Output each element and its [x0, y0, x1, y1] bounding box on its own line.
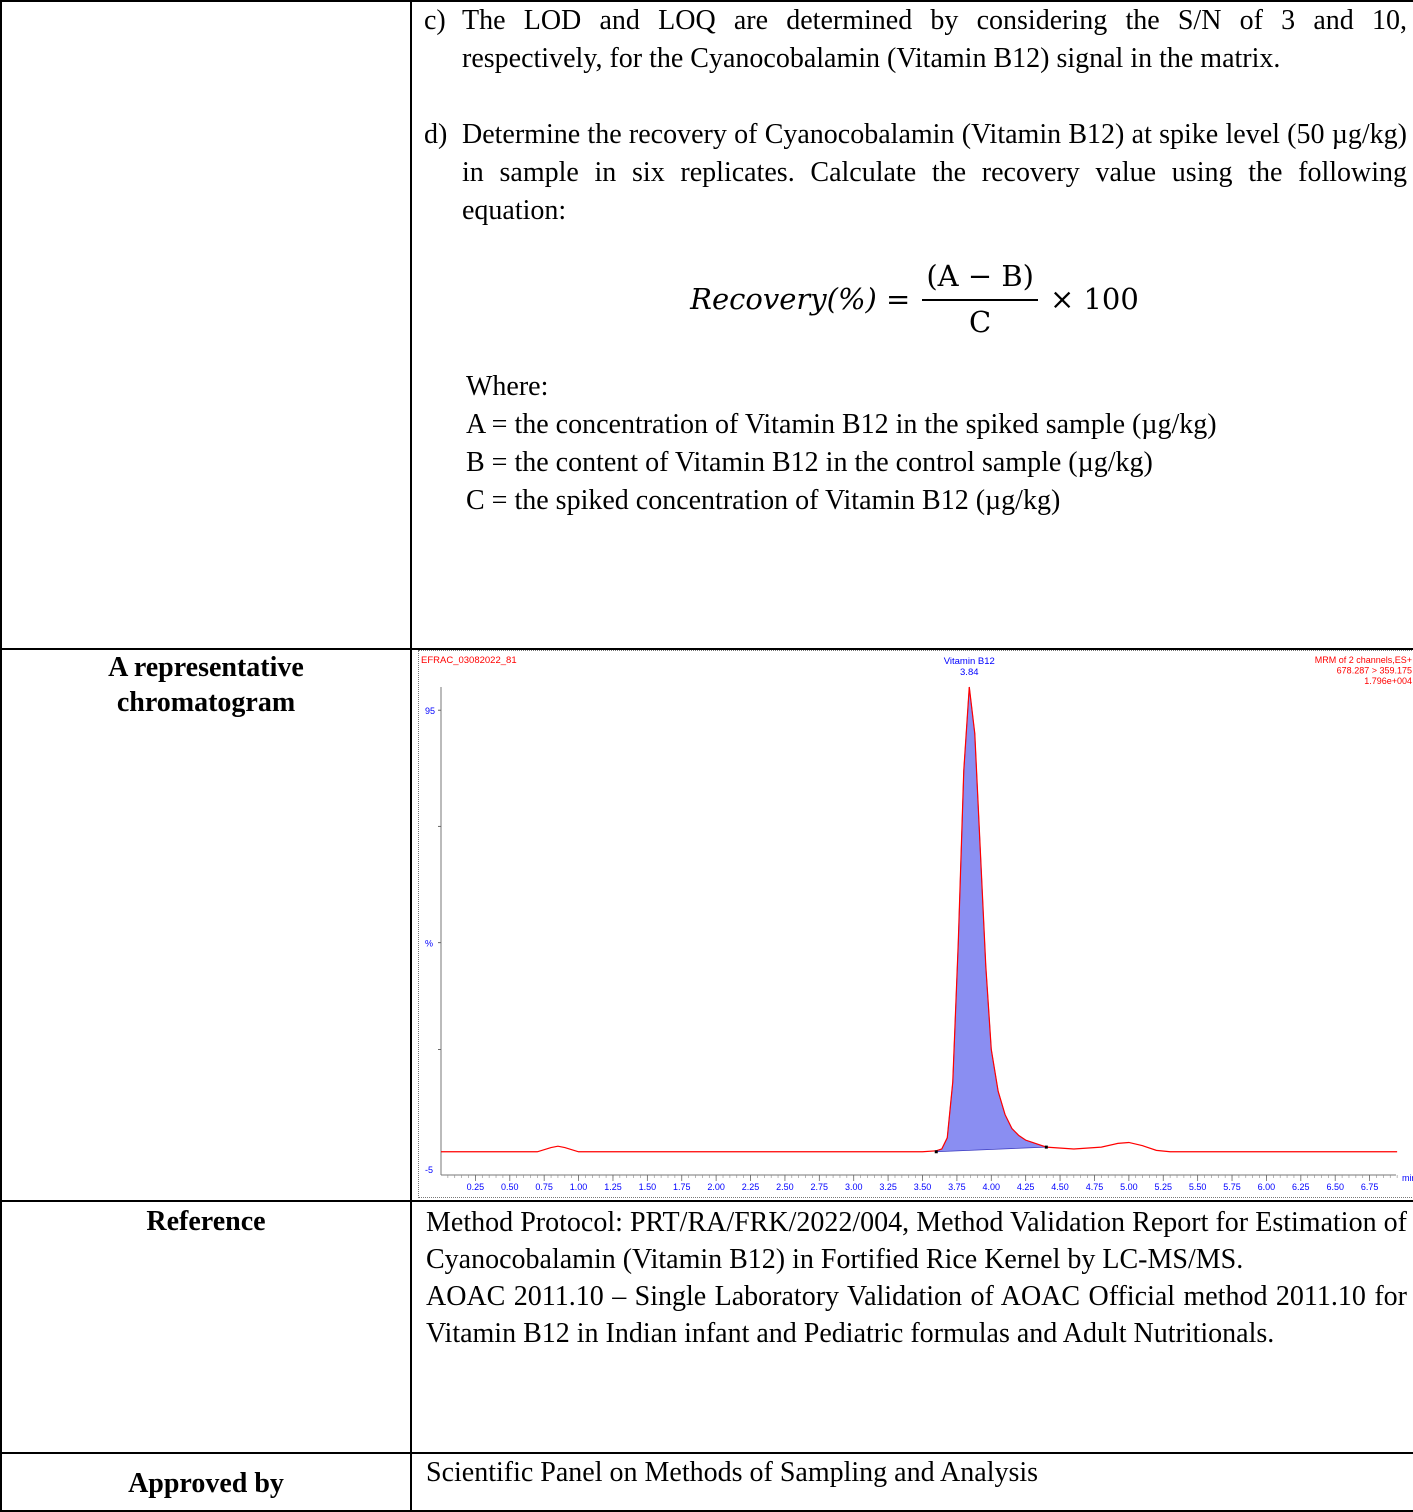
- step-d-text: Determine the recovery of Cyanocobalamin…: [462, 119, 1407, 226]
- method-steps: c) The LOD and LOQ are determined by con…: [410, 0, 1413, 650]
- equation-definitions: Where: A = the concentration of Vitamin …: [466, 368, 1413, 520]
- equation-rhs: × 100: [1049, 282, 1139, 316]
- reference-line-1: Method Protocol: PRT/RA/FRK/2022/004, Me…: [426, 1207, 1407, 1275]
- x-tick-label: 1.75: [673, 1182, 691, 1192]
- sample-id: EFRAC_03082022_81: [421, 655, 517, 666]
- reference-label: Reference: [0, 1200, 412, 1454]
- where-label: Where:: [466, 371, 549, 402]
- integration-end-marker: [1044, 1145, 1048, 1149]
- x-tick-label: 3.75: [948, 1182, 966, 1192]
- chromatogram: 0.25 0.50 0.75 1.00 1.25 1.50 1.75 2.00 2.25 2.50…: [418, 650, 1413, 1198]
- x-tick-label: 5.00: [1120, 1182, 1138, 1192]
- step-c-marker: c): [424, 5, 446, 36]
- x-tick-label: 3.25: [879, 1182, 897, 1192]
- definition-c: C = the spiked concentration of Vitamin …: [466, 485, 1061, 516]
- channel-info-line: 1.796e+004: [1364, 676, 1412, 686]
- x-tick-label: 5.25: [1154, 1182, 1172, 1192]
- x-tick-label: 5.50: [1189, 1182, 1207, 1192]
- x-tick-label: 2.25: [742, 1182, 760, 1192]
- method-row-label: [0, 0, 412, 650]
- x-tick-label: 4.25: [1017, 1182, 1035, 1192]
- x-tick-label: 4.50: [1051, 1182, 1069, 1192]
- approval-value: Scientific Panel on Methods of Sampling …: [410, 1452, 1413, 1512]
- x-tick-label: 6.50: [1326, 1182, 1344, 1192]
- recovery-equation: Recovery(%) = (A − B) C × 100: [412, 258, 1413, 340]
- reference-row: Reference Method Protocol: PRT/RA/FRK/20…: [0, 1200, 1413, 1454]
- chromatogram-trace: [441, 686, 1398, 1153]
- x-tick-label: 0.50: [501, 1182, 519, 1192]
- peak-rt-label: 3.84: [960, 667, 979, 678]
- x-tick-label: 6.00: [1258, 1182, 1276, 1192]
- x-tick-label: 2.50: [776, 1182, 794, 1192]
- y-axis-label: %: [425, 939, 433, 949]
- x-tick-label: 3.00: [845, 1182, 863, 1192]
- chromatogram-row: A representative chromatogram 0.25 0.50 0.…: [0, 648, 1413, 1202]
- reference-line-2: AOAC 2011.10 – Single Laboratory Validat…: [426, 1281, 1407, 1349]
- approval-row: Approved by Scientific Panel on Methods …: [0, 1452, 1413, 1512]
- x-tick-label: 1.50: [639, 1182, 657, 1192]
- x-tick-label: 3.50: [914, 1182, 932, 1192]
- x-tick-label: 0.75: [535, 1182, 553, 1192]
- x-tick-label: 6.75: [1361, 1182, 1379, 1192]
- x-tick-label: 1.25: [604, 1182, 622, 1192]
- x-tick-label: 4.00: [983, 1182, 1001, 1192]
- equation-lhs: Recovery(%) =: [690, 282, 911, 316]
- x-tick-label: 5.75: [1223, 1182, 1241, 1192]
- y-tick-label-minus5: -5: [425, 1165, 433, 1175]
- peak-name-label: Vitamin B12: [944, 656, 995, 667]
- step-c-text: The LOD and LOQ are determined by consid…: [462, 5, 1407, 74]
- definition-b: B = the content of Vitamin B12 in the co…: [466, 447, 1153, 478]
- chromatogram-cell: 0.25 0.50 0.75 1.00 1.25 1.50 1.75 2.00 2.25 2.50…: [410, 648, 1413, 1202]
- x-tick-label: 0.25: [467, 1182, 485, 1192]
- step-c: c) The LOD and LOQ are determined by con…: [424, 2, 1407, 78]
- chromatogram-row-label: A representative chromatogram: [0, 648, 412, 1202]
- x-tick-label: 6.25: [1292, 1182, 1310, 1192]
- equation-denominator: C: [969, 305, 992, 339]
- x-tick-label: 2.00: [707, 1182, 725, 1192]
- x-tick-label: 4.75: [1086, 1182, 1104, 1192]
- step-d: d) Determine the recovery of Cyanocobala…: [424, 116, 1407, 230]
- chromatogram-plot: 0.25 0.50 0.75 1.00 1.25 1.50 1.75 2.00 2.25 2.50…: [421, 655, 1413, 1192]
- x-tick-label: 2.75: [811, 1182, 829, 1192]
- chromatogram-label: A representative chromatogram: [108, 652, 304, 718]
- channel-info-line: MRM of 2 channels,ES+: [1315, 655, 1412, 665]
- equation-numerator: (A − B): [922, 259, 1038, 301]
- channel-info-line: 678.287 > 359.175: [1337, 666, 1412, 676]
- approval-label: Approved by: [0, 1452, 412, 1512]
- step-d-marker: d): [424, 119, 448, 150]
- definition-a: A = the concentration of Vitamin B12 in …: [466, 409, 1217, 440]
- x-unit-label: min: [1402, 1173, 1413, 1183]
- x-tick-label: 1.00: [570, 1182, 588, 1192]
- integration-start-marker: [934, 1150, 938, 1154]
- y-tick-label-95: 95: [425, 706, 435, 716]
- equation-fraction: (A − B) C: [922, 259, 1038, 339]
- method-row: c) The LOD and LOQ are determined by con…: [0, 0, 1413, 650]
- reference-cell: Method Protocol: PRT/RA/FRK/2022/004, Me…: [410, 1200, 1413, 1454]
